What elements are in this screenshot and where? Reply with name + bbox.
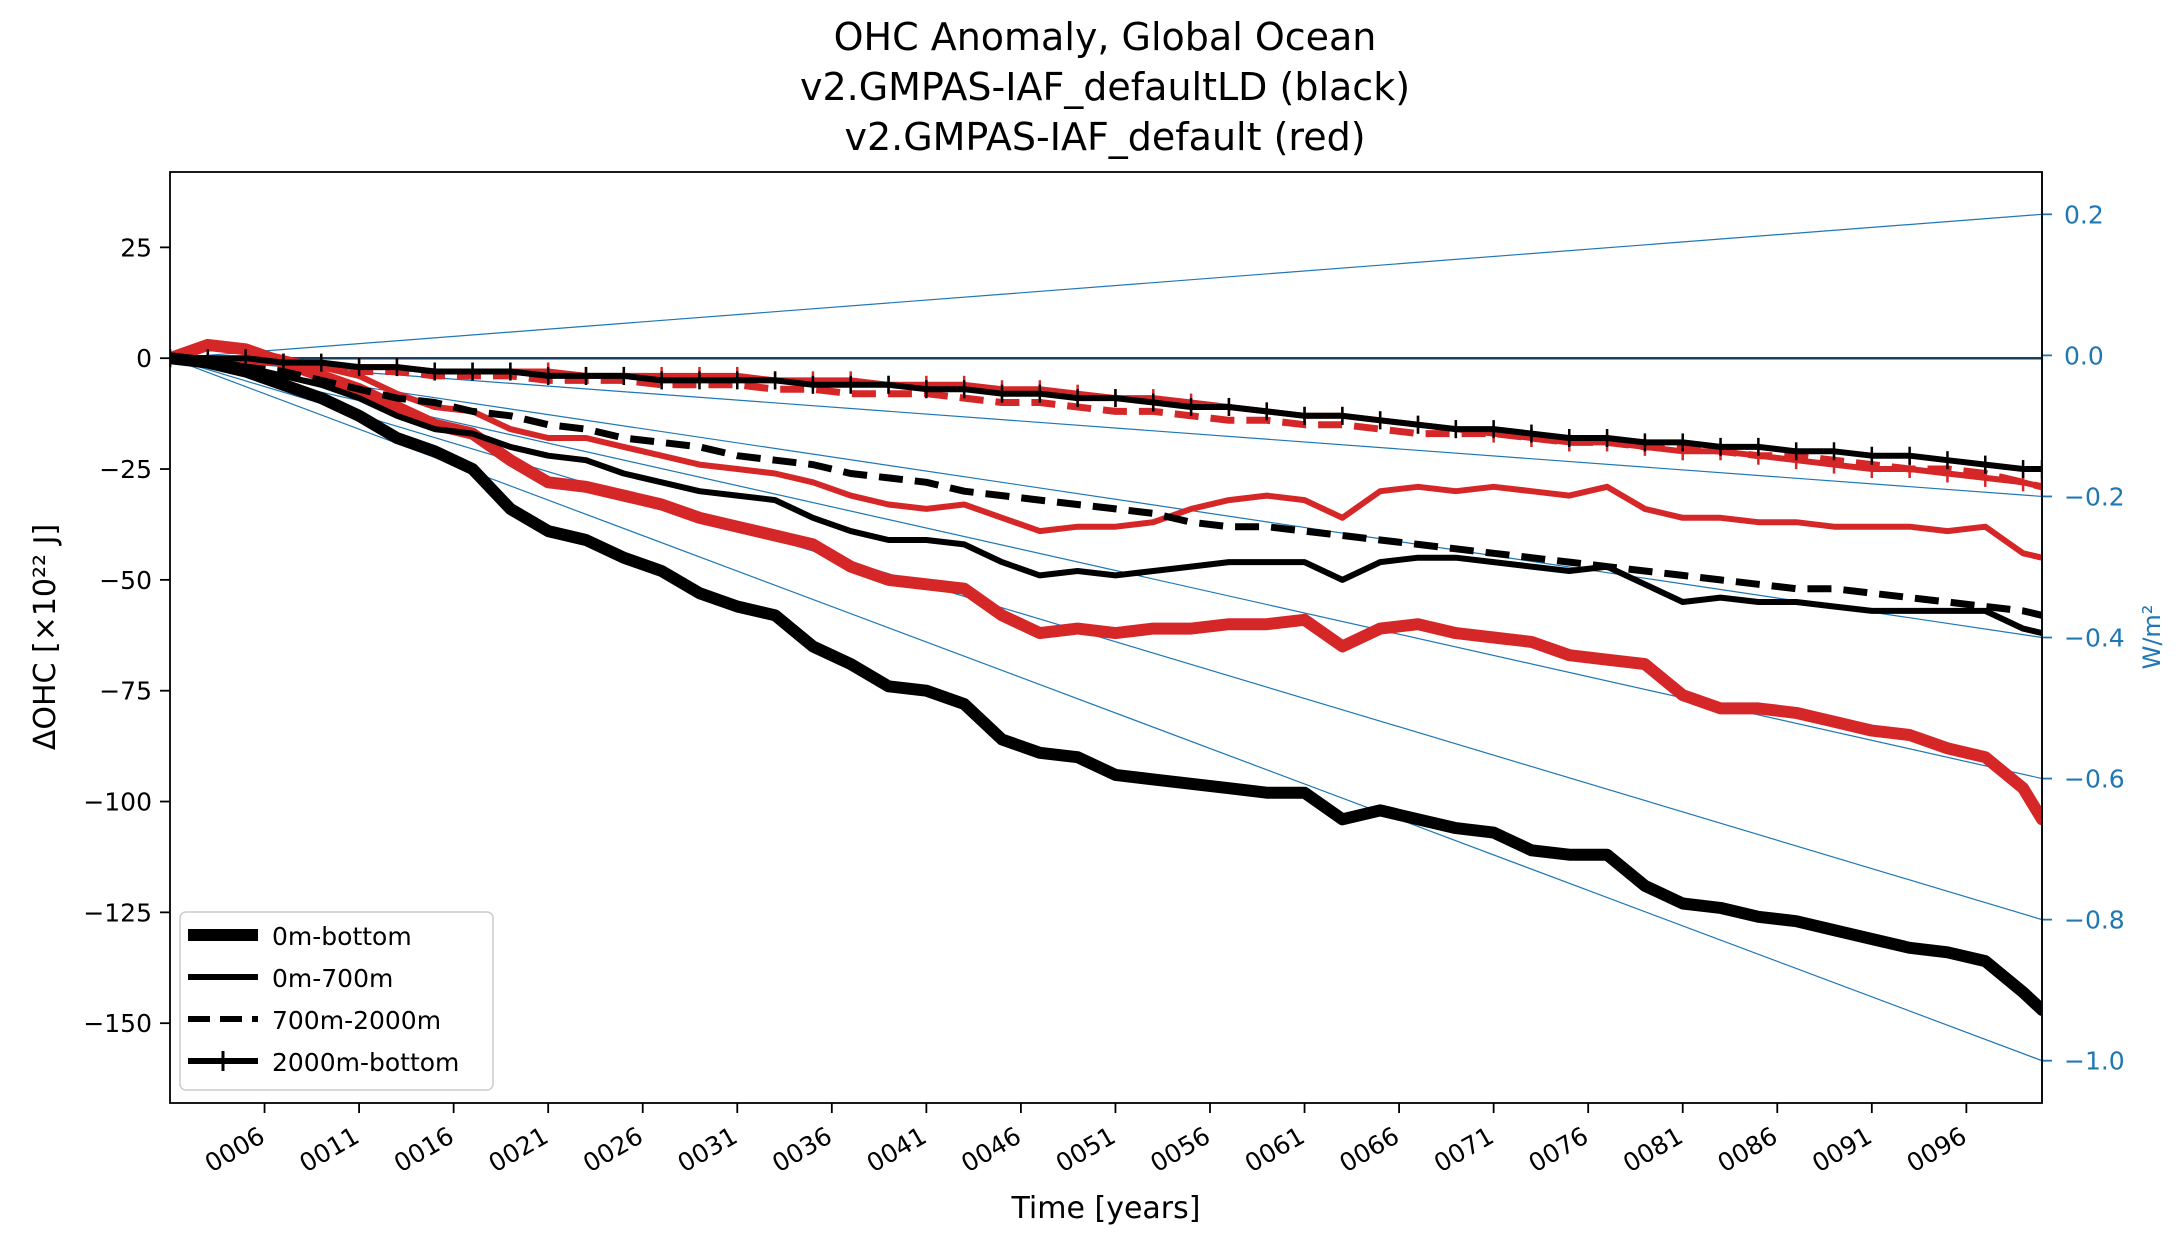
- y2-tick-label-3: −0.4: [2064, 624, 2125, 653]
- x-tick-label-6: 0036: [767, 1121, 837, 1178]
- y-tick-label-1: 0: [136, 344, 152, 373]
- y-tick-label-5: −100: [83, 788, 152, 817]
- y2-tick-label-2: −0.2: [2064, 482, 2125, 511]
- reference-line-neg0p2: [170, 357, 2042, 498]
- x-tick-label-3: 0021: [484, 1121, 554, 1178]
- y2-tick-label-1: 0.0: [2064, 341, 2104, 370]
- series-red-700m-2000m: [170, 354, 2042, 491]
- legend: 0m-bottom 0m-700m 700m-2000m 2000m-botto…: [179, 911, 494, 1091]
- y-tick-label-0: 25: [120, 233, 152, 262]
- x-tick-label-4: 0026: [578, 1121, 648, 1178]
- x-tick-label-10: 0056: [1145, 1121, 1215, 1178]
- reference-line-neg0p6: [170, 357, 2042, 780]
- series-black-700m-2000m: [170, 354, 2042, 619]
- x-tick-label-11: 0061: [1240, 1121, 1310, 1178]
- y2-tick-label-5: −0.8: [2064, 906, 2125, 935]
- legend-label-2000m-bottom: 2000m-bottom: [272, 1048, 459, 1077]
- y2-tick-label-6: −1.0: [2064, 1047, 2125, 1076]
- plot-frame: [169, 171, 2043, 1104]
- legend-label-0m-700m: 0m-700m: [272, 964, 393, 993]
- x-tick-label-2: 0016: [389, 1121, 459, 1178]
- y-tick-label-3: −50: [99, 566, 152, 595]
- x-tick-label-5: 0031: [673, 1121, 743, 1178]
- chart-title-line-2: v2.GMPAS-IAF_defaultLD (black): [800, 65, 1410, 109]
- x-tick-label-12: 0066: [1334, 1121, 1404, 1178]
- legend-label-0m-bottom: 0m-bottom: [272, 922, 412, 951]
- x-tick-label-14: 0076: [1524, 1121, 1594, 1178]
- series-red-0m-700m: [170, 341, 2042, 561]
- reference-line-neg0p4: [170, 357, 2042, 639]
- y2-axis-label: W/m²: [2138, 605, 2166, 670]
- x-tick-label-18: 0096: [1902, 1121, 1972, 1178]
- y-tick-label-6: −125: [83, 898, 152, 927]
- legend-box: [179, 911, 494, 1091]
- x-tick-label-17: 0091: [1807, 1121, 1877, 1178]
- y2-tick-label-4: −0.6: [2064, 765, 2125, 794]
- series-red-0m-bottom: [170, 338, 2042, 826]
- x-tick-label-7: 0041: [862, 1121, 932, 1178]
- chart-title-line-3: v2.GMPAS-IAF_default (red): [844, 115, 1365, 159]
- series-black-0m-bottom: [170, 352, 2042, 1016]
- y2-tick-label-0: 0.2: [2064, 200, 2104, 229]
- x-axis-label: Time [years]: [1011, 1191, 1201, 1226]
- chart-title-line-1: OHC Anomaly, Global Ocean: [834, 15, 1377, 59]
- y-tick-label-7: −150: [83, 1009, 152, 1038]
- reference-line-0p2: [170, 213, 2042, 359]
- x-tick-label-13: 0071: [1429, 1121, 1499, 1178]
- series-black-0m-700m: [170, 355, 2042, 637]
- x-tick-label-16: 0086: [1713, 1121, 1783, 1178]
- y-tick-label-4: −75: [99, 677, 152, 706]
- x-tick-label-15: 0081: [1618, 1121, 1688, 1178]
- x-tick-label-8: 0046: [956, 1121, 1026, 1178]
- legend-label-700m-2000m: 700m-2000m: [272, 1006, 441, 1035]
- series-group: [170, 213, 2042, 1062]
- y-axis-label: ΔOHC [×10²² J]: [28, 524, 63, 750]
- y-tick-label-2: −25: [99, 455, 152, 484]
- x-tick-label-1: 0011: [294, 1121, 364, 1178]
- x-tick-label-9: 0051: [1051, 1121, 1121, 1178]
- reference-line-neg0p8: [170, 357, 2042, 921]
- x-tick-label-0: 0006: [200, 1121, 270, 1178]
